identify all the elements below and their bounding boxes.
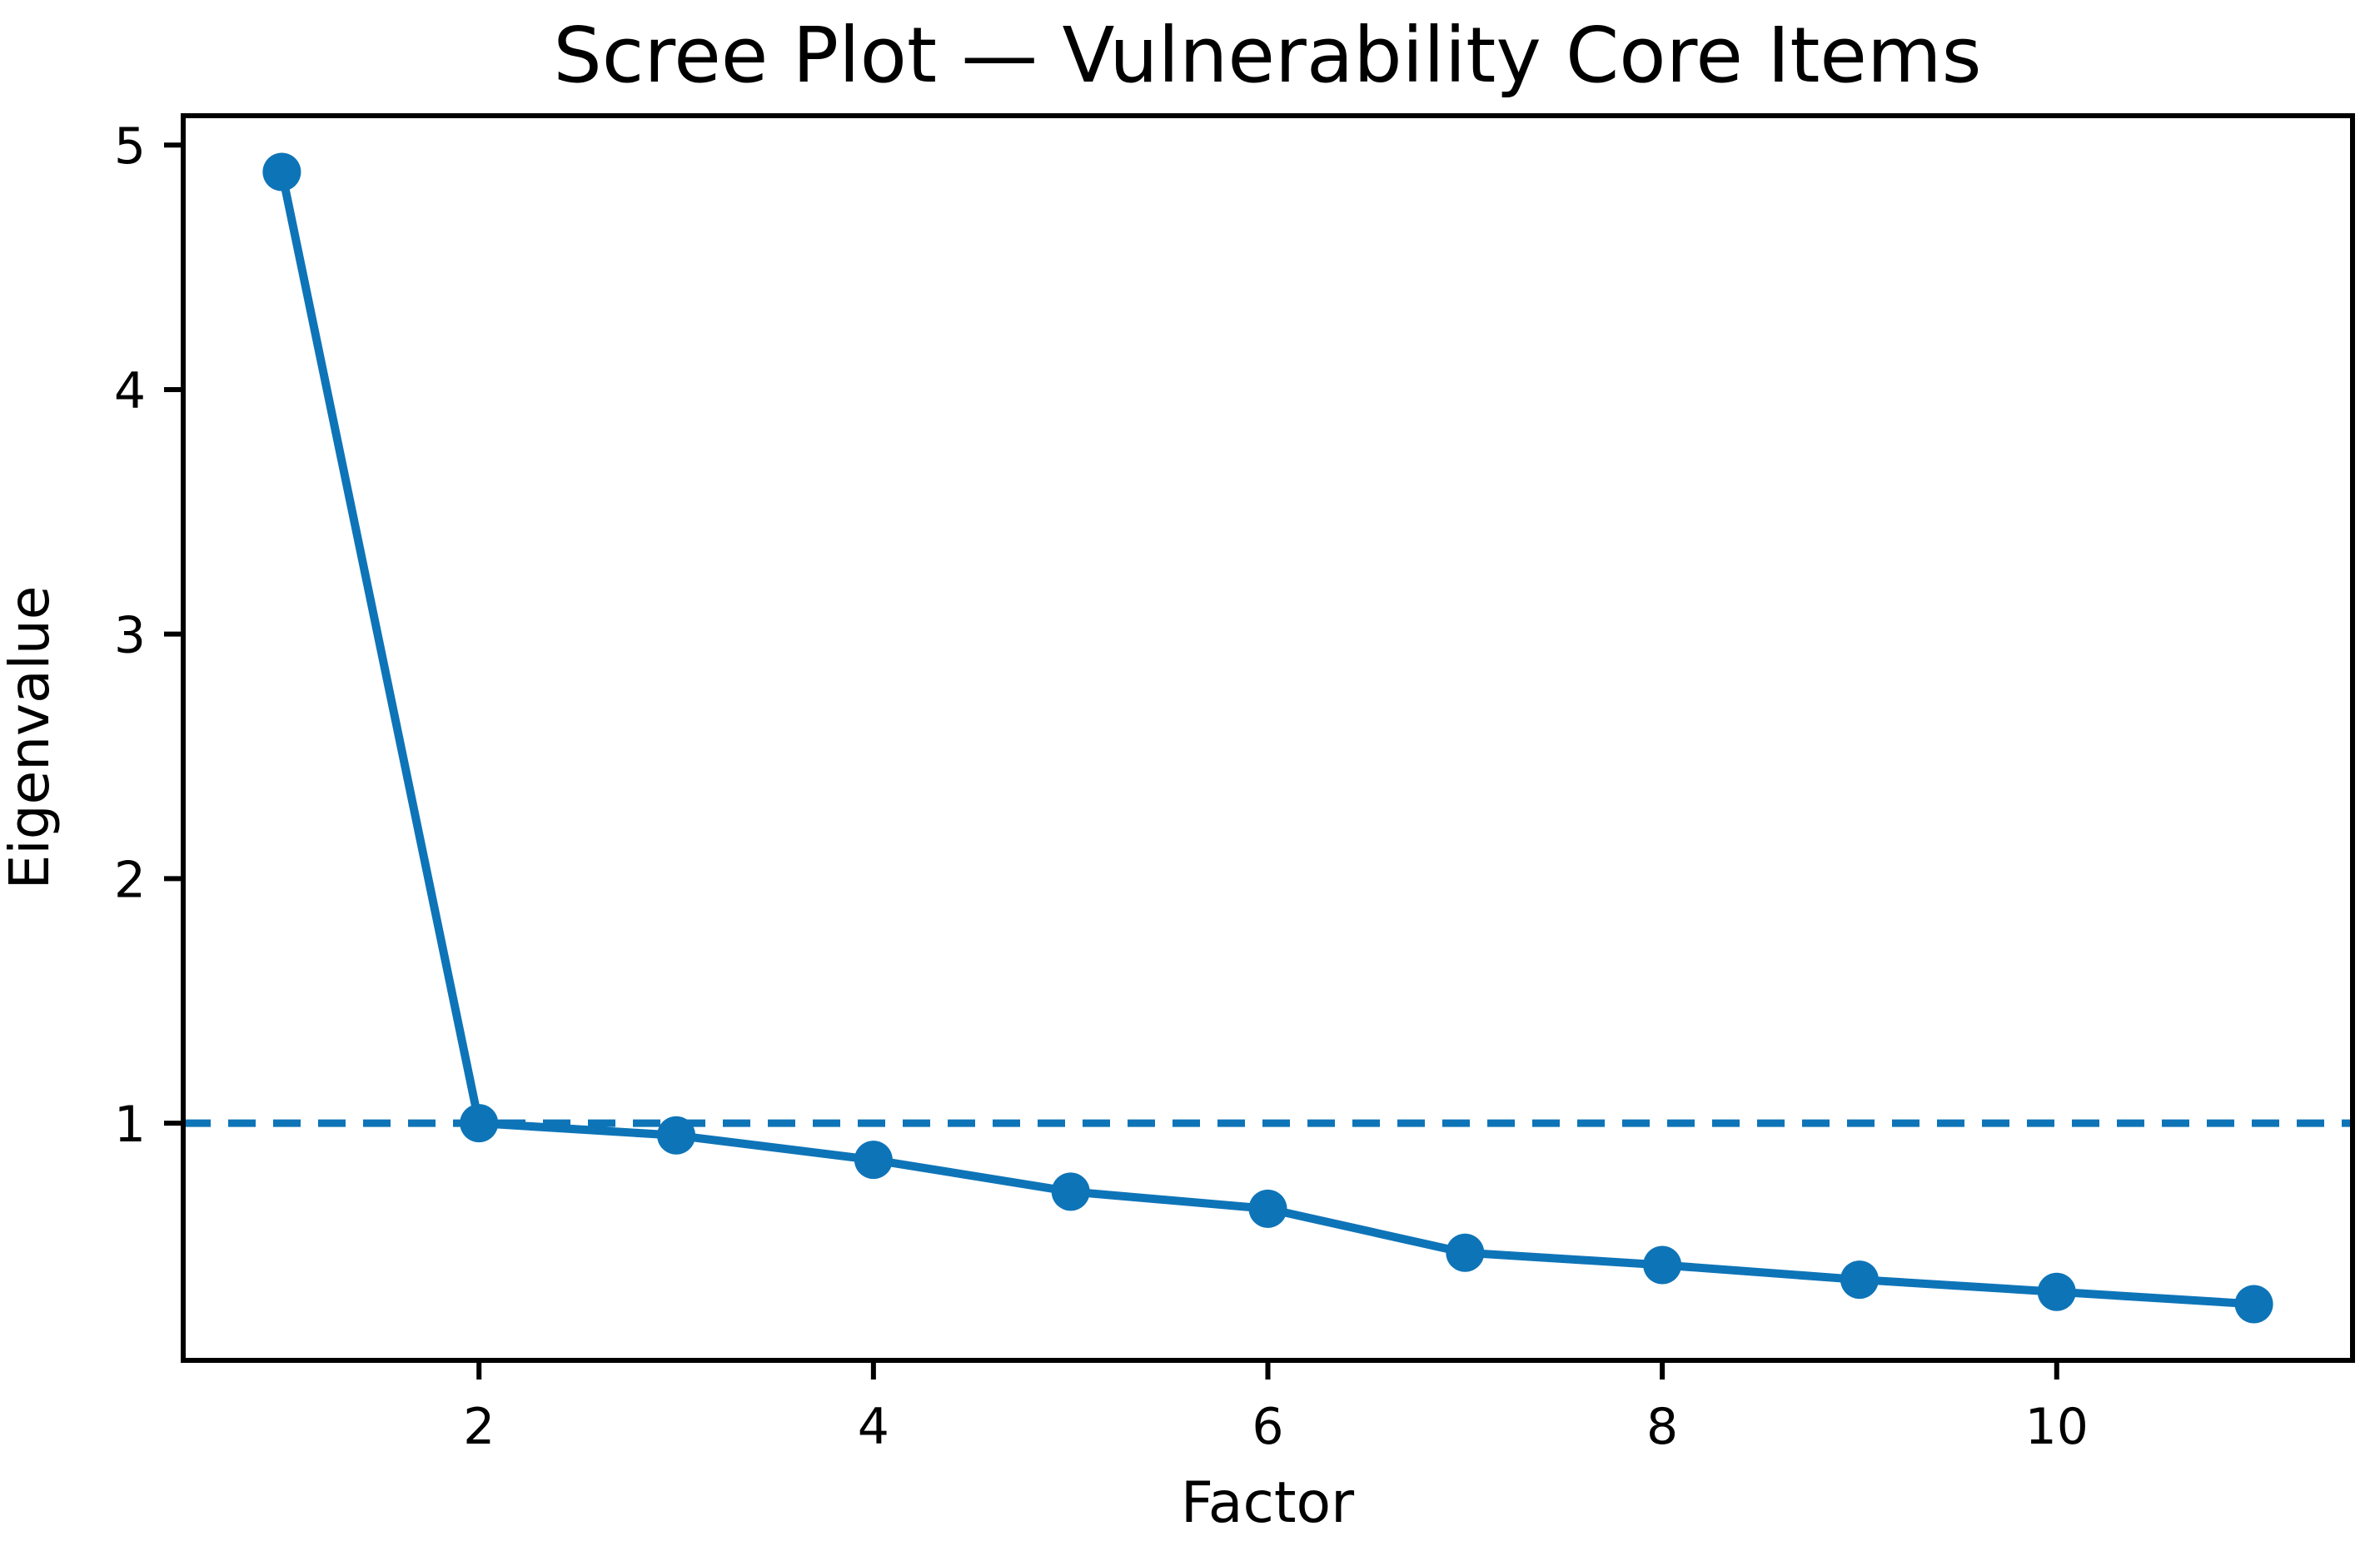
y-axis-ticks-group: 1 2 3 4 5 (114, 117, 183, 1154)
data-point-marker (1446, 1233, 1485, 1272)
data-point-marker (262, 152, 301, 191)
y-tick-label: 1 (114, 1096, 146, 1154)
x-tick-label: 2 (463, 1398, 495, 1456)
y-tick-label: 5 (114, 117, 146, 176)
data-point-marker (460, 1104, 499, 1143)
data-point-marker (854, 1141, 893, 1180)
chart-title: Scree Plot — Vulnerability Core Items (553, 11, 1981, 100)
x-tick-label: 6 (1252, 1398, 1283, 1456)
x-tick-label: 8 (1646, 1398, 1678, 1456)
y-tick-label: 3 (114, 607, 146, 665)
y-tick-label: 4 (114, 362, 146, 420)
data-point-marker (1248, 1189, 1287, 1228)
y-tick-label: 2 (114, 851, 146, 909)
x-tick-label: 10 (2025, 1398, 2089, 1456)
data-series-group (262, 152, 2273, 1324)
data-point-marker (1840, 1260, 1879, 1300)
data-point-marker (1643, 1245, 1682, 1285)
axes-spines-group (181, 113, 2355, 1363)
data-point-marker (1051, 1172, 1090, 1211)
data-point-marker (2037, 1272, 2076, 1311)
eigenvalue-line (277, 167, 2258, 1309)
data-point-marker (657, 1116, 696, 1155)
y-axis-label: Eigenvalue (0, 586, 62, 890)
axes-spine-box (181, 113, 2355, 1363)
x-axis-label: Factor (1181, 1470, 1354, 1536)
data-point-marker (2234, 1285, 2273, 1324)
x-tick-label: 4 (858, 1398, 889, 1456)
x-axis-ticks-group: 2 4 6 8 10 (463, 1360, 2089, 1456)
